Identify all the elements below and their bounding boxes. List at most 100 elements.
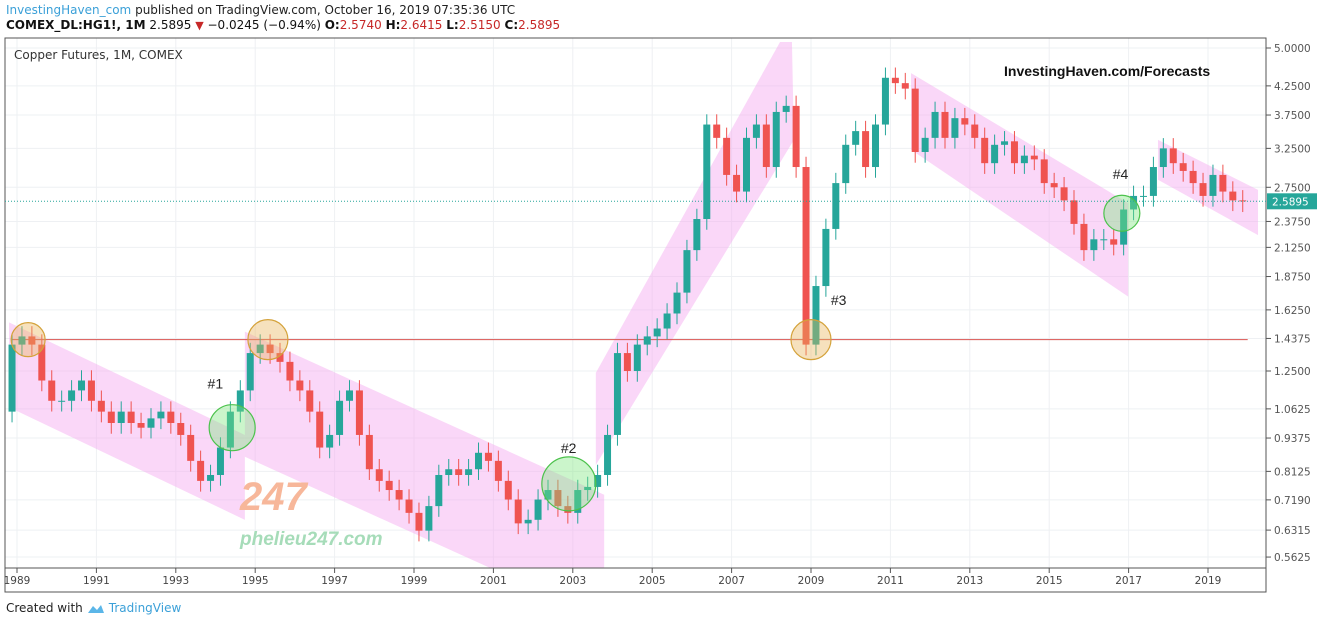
candle-body <box>544 490 552 500</box>
breakout-circle <box>541 456 597 512</box>
candle-body <box>137 422 145 428</box>
candle-body <box>246 353 254 391</box>
candle-body <box>1229 191 1237 201</box>
candle-body <box>484 452 492 461</box>
candle-body <box>1120 209 1128 245</box>
candle-body <box>296 380 304 391</box>
candle-body <box>752 124 760 138</box>
candle-body <box>58 400 66 402</box>
x-tick-label: 2013 <box>956 575 983 587</box>
candle-body <box>316 411 324 448</box>
author-link[interactable]: InvestingHaven_com <box>6 3 132 17</box>
candle-body <box>802 167 810 345</box>
candle-body <box>157 411 165 419</box>
symbol-legend: COMEX_DL:HG1!, 1M 2.5895 ▼ −0.0245 (−0.9… <box>6 18 560 32</box>
candle-body <box>1169 148 1177 164</box>
candle-body <box>1139 195 1147 197</box>
candle-body <box>276 353 284 362</box>
candle-body <box>306 390 314 412</box>
candle-body <box>207 474 215 481</box>
published-text: published on TradingView.com, October 16… <box>135 3 516 17</box>
y-tick-label: 1.6250 <box>1274 305 1311 317</box>
candle-body <box>326 434 334 448</box>
y-tick-label: 1.8750 <box>1274 272 1311 284</box>
candle-body <box>762 124 770 168</box>
x-tick-label: 2015 <box>1036 575 1063 587</box>
candle-body <box>197 460 205 481</box>
candle-body <box>68 390 76 401</box>
x-tick-label: 1999 <box>401 575 428 587</box>
tradingview-link[interactable]: TradingView <box>108 601 182 615</box>
candle-body <box>733 174 741 192</box>
x-tick-label: 2019 <box>1195 575 1222 587</box>
annotation-label: #1 <box>208 375 224 391</box>
candle-body <box>584 486 592 491</box>
y-tick-label: 0.7190 <box>1274 495 1311 507</box>
candle-body <box>881 77 889 125</box>
candle-body <box>345 390 353 401</box>
candle-body <box>623 353 631 372</box>
x-tick-label: 2003 <box>559 575 586 587</box>
price-axis[interactable]: 5.0000 4.2500 3.7500 3.2500 2.7500 2.3750 2.12… <box>1266 43 1311 564</box>
candle-body <box>1030 155 1038 160</box>
candle-body <box>1189 170 1197 184</box>
candle-body <box>872 124 880 168</box>
candle-body <box>1100 239 1108 241</box>
candle-body <box>1060 187 1068 201</box>
candle-body <box>723 137 731 175</box>
candle-body <box>38 344 46 381</box>
candle-body <box>445 469 453 475</box>
candle-body <box>921 137 929 152</box>
candle-body <box>683 250 691 293</box>
x-tick-label: 2007 <box>718 575 745 587</box>
candle-body <box>782 105 790 112</box>
candle-body <box>187 434 195 461</box>
y-tick-label: 3.2500 <box>1274 143 1311 155</box>
candle-body <box>365 434 373 470</box>
circle-annotations <box>10 194 1141 512</box>
candle-body <box>286 361 294 381</box>
candle-body <box>663 313 671 329</box>
candle-body <box>127 411 135 423</box>
candle-body <box>604 434 612 475</box>
channel-annotations <box>9 42 1259 568</box>
candle-body <box>822 228 830 287</box>
candle-body <box>971 124 979 138</box>
x-tick-label: 2017 <box>1115 575 1142 587</box>
candle-body <box>742 137 750 192</box>
candle-body <box>842 144 850 184</box>
x-tick-label: 1995 <box>242 575 269 587</box>
candle-body <box>1001 141 1009 145</box>
low-value: 2.5150 <box>458 18 501 32</box>
candle-body <box>1239 200 1247 202</box>
candle-body <box>1050 183 1058 188</box>
candle-body <box>177 422 185 435</box>
time-axis[interactable]: 1989 1991 1993 1995 1997 1999 2001 2003 2005 2007… <box>4 568 1222 587</box>
candle-body <box>713 124 721 138</box>
candle-body <box>891 77 899 84</box>
footer: Created with TradingView <box>6 601 181 615</box>
last-price-tag-label: 2.5895 <box>1272 196 1309 208</box>
candle-body <box>564 506 572 513</box>
candle-body <box>792 105 800 168</box>
y-tick-label: 0.6315 <box>1274 525 1311 537</box>
resistance-circle <box>247 319 289 361</box>
candle-body <box>1149 167 1157 196</box>
candle-body <box>613 353 621 435</box>
candle-body <box>951 118 959 138</box>
candle-body <box>28 336 36 345</box>
breakout-circle <box>208 404 256 452</box>
candle-body <box>554 490 562 507</box>
trend-channel <box>911 73 1129 297</box>
trend-channel <box>244 331 605 568</box>
candle-body <box>673 292 681 314</box>
annotation-label: #2 <box>561 440 577 456</box>
candle-body <box>117 411 125 423</box>
x-tick-label: 1989 <box>4 575 31 587</box>
candle-body <box>534 499 542 520</box>
candle-body <box>465 469 473 475</box>
candle-body <box>901 83 909 89</box>
candle-body <box>633 344 641 372</box>
y-tick-label: 2.1250 <box>1274 242 1311 254</box>
